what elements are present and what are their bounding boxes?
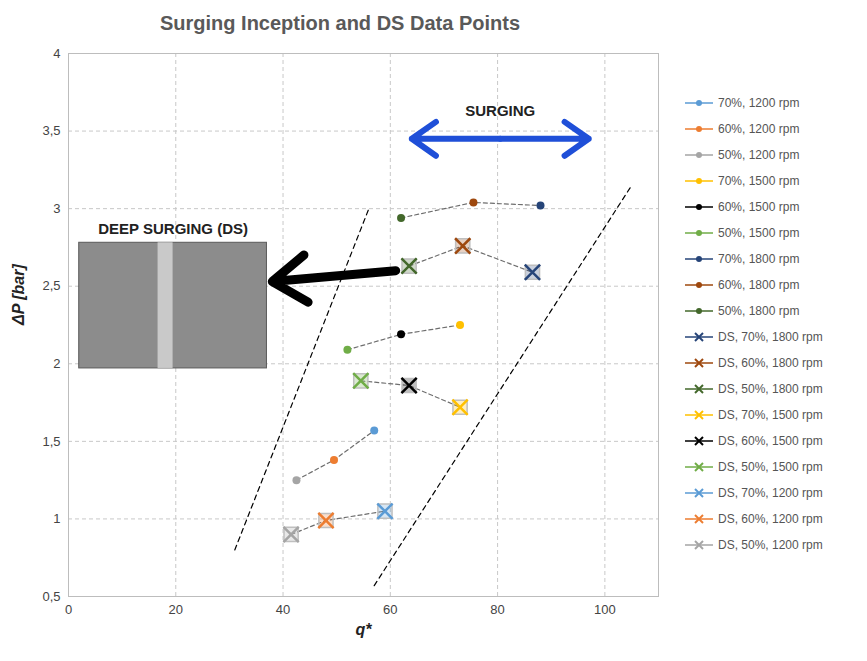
- html-text:DS, 60%, 1200 rpm: DS, 60%, 1200 rpm: [718, 512, 823, 526]
- svg-text:2: 2: [53, 356, 60, 371]
- html-text:DS, 70%, 1200 rpm: DS, 70%, 1200 rpm: [718, 486, 823, 500]
- svg-text:80: 80: [490, 602, 504, 617]
- html-text:60%, 1800 rpm: 60%, 1800 rpm: [718, 278, 800, 292]
- svg-text:20: 20: [169, 602, 183, 617]
- html-text:70%, 1200 rpm: 70%, 1200 rpm: [718, 96, 800, 110]
- html-text:DS, 50%, 1500 rpm: DS, 50%, 1500 rpm: [718, 460, 823, 474]
- html-text:50%, 1200 rpm: 50%, 1200 rpm: [718, 148, 800, 162]
- html-text:DS, 50%, 1800 rpm: DS, 50%, 1800 rpm: [718, 382, 823, 396]
- svg-text:SURGING: SURGING: [465, 102, 535, 119]
- html-text:60%, 1200 rpm: 60%, 1200 rpm: [718, 122, 800, 136]
- svg-text:0: 0: [65, 602, 72, 617]
- svg-text:DEEP SURGING (DS): DEEP SURGING (DS): [98, 220, 248, 237]
- svg-text:0,5: 0,5: [42, 589, 60, 604]
- svg-text:60: 60: [383, 602, 397, 617]
- svg-text:40: 40: [276, 602, 290, 617]
- svg-text:2,5: 2,5: [42, 278, 60, 293]
- html-text:DS, 70%, 1500 rpm: DS, 70%, 1500 rpm: [718, 408, 823, 422]
- html-text:70%, 1800 rpm: 70%, 1800 rpm: [718, 252, 800, 266]
- html-text:50%, 1500 rpm: 50%, 1500 rpm: [718, 226, 800, 240]
- html-text:DS, 60%, 1800 rpm: DS, 60%, 1800 rpm: [718, 356, 823, 370]
- svg-text:q*: q*: [356, 621, 373, 638]
- html-text:60%, 1500 rpm: 60%, 1500 rpm: [718, 200, 800, 214]
- svg-text:1: 1: [53, 511, 60, 526]
- html-text:70%, 1500 rpm: 70%, 1500 rpm: [718, 174, 800, 188]
- html-text:Surging Inception and DS Data: Surging Inception and DS Data Points: [160, 12, 520, 34]
- svg-text:ΔP [bar]: ΔP [bar]: [10, 264, 27, 326]
- svg-text:1,5: 1,5: [42, 434, 60, 449]
- svg-text:100: 100: [594, 602, 616, 617]
- html-text:DS, 70%, 1800 rpm: DS, 70%, 1800 rpm: [718, 330, 823, 344]
- svg-text:3: 3: [53, 201, 60, 216]
- html-text:50%, 1800 rpm: 50%, 1800 rpm: [718, 304, 800, 318]
- svg-text:3,5: 3,5: [42, 123, 60, 138]
- html-text:DS, 60%, 1500 rpm: DS, 60%, 1500 rpm: [718, 434, 823, 448]
- html-text:DS, 50%, 1200 rpm: DS, 50%, 1200 rpm: [718, 538, 823, 552]
- svg-text:4: 4: [53, 46, 60, 61]
